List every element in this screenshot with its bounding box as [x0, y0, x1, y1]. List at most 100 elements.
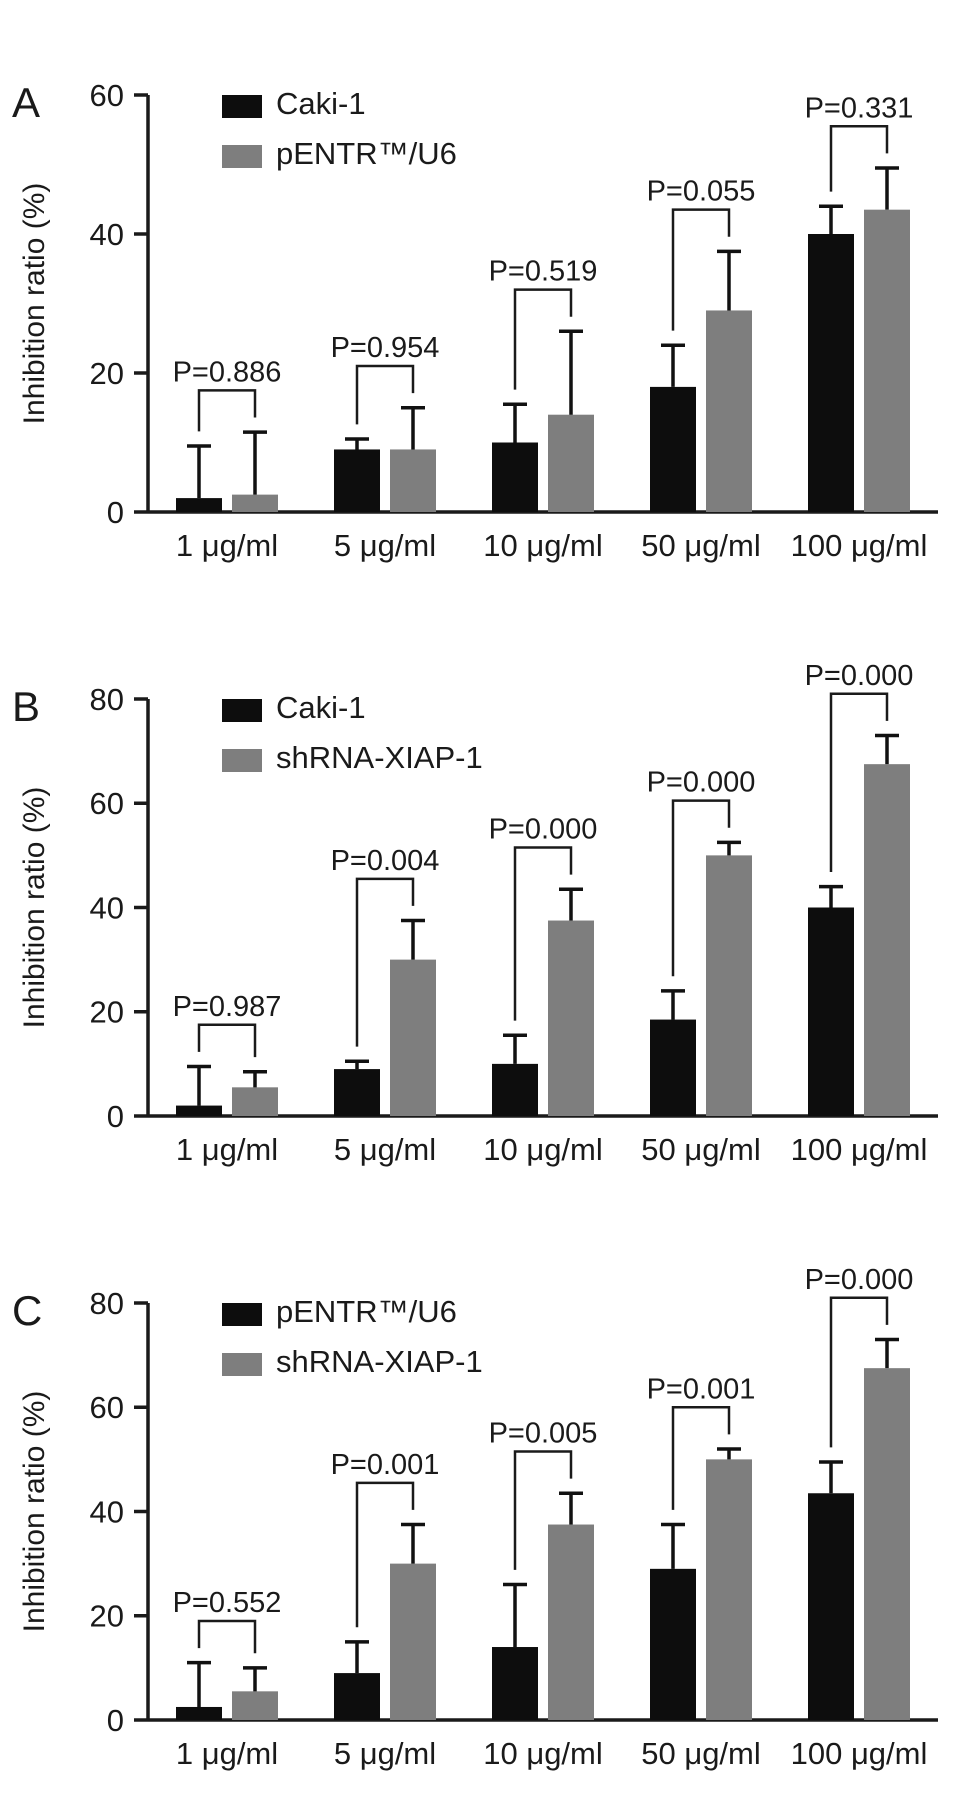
p-bracket	[355, 364, 415, 425]
p-bracket	[197, 1619, 257, 1654]
p-bracket	[829, 692, 889, 873]
p-value-label: P=0.000	[805, 1264, 914, 1296]
error-bar	[187, 1064, 211, 1106]
p-value-label: P=0.001	[331, 1449, 440, 1481]
error-bar	[503, 1582, 527, 1648]
error-bar	[345, 1640, 369, 1674]
p-value-label: P=0.954	[331, 332, 440, 364]
bar	[650, 1019, 696, 1116]
y-tick-label: 0	[107, 495, 124, 530]
y-tick-label: 20	[90, 1599, 124, 1634]
category-label: 50 μg/ml	[641, 528, 761, 563]
category-label: 100 μg/ml	[791, 1132, 928, 1167]
legend-label: Caki-1	[276, 86, 366, 121]
legend-label: shRNA-XIAP-1	[276, 740, 483, 775]
y-tick-label: 60	[90, 786, 124, 821]
bar	[390, 449, 436, 512]
chart-panel-b: B 0 20 40 60 80 Inhibition ratio (%) 1 μg/ml P=0…	[0, 604, 969, 1208]
p-value-label: P=0.005	[489, 1418, 598, 1450]
error-bar	[717, 249, 741, 311]
category-label: 1 μg/ml	[176, 1132, 278, 1167]
bar	[864, 209, 910, 513]
error-bar	[819, 1460, 843, 1494]
error-bar	[187, 1660, 211, 1707]
error-bar	[243, 430, 267, 495]
bar	[650, 1568, 696, 1720]
y-axis-title: Inhibition ratio (%)	[18, 787, 51, 1029]
error-bar	[503, 402, 527, 443]
legend-swatch	[222, 1353, 262, 1376]
legend-label: pENTR™/U6	[276, 136, 457, 171]
y-tick-label: 40	[90, 890, 124, 925]
y-tick-label: 60	[90, 78, 124, 113]
legend-label: shRNA-XIAP-1	[276, 1344, 483, 1379]
legend-swatch	[222, 1303, 262, 1326]
legend-swatch	[222, 145, 262, 168]
bar	[232, 494, 278, 512]
panel-letter: C	[12, 1287, 42, 1334]
error-bar	[875, 733, 899, 765]
error-bar	[401, 406, 425, 450]
bar	[808, 234, 854, 512]
error-bar	[661, 1522, 685, 1569]
bar	[176, 1105, 222, 1116]
bar	[650, 386, 696, 512]
bar	[706, 855, 752, 1116]
legend-label: pENTR™/U6	[276, 1294, 457, 1329]
bar	[176, 1706, 222, 1720]
error-bar	[661, 343, 685, 387]
category-label: 5 μg/ml	[334, 1736, 436, 1771]
bar	[390, 959, 436, 1116]
legend-swatch	[222, 95, 262, 118]
error-bar	[503, 1033, 527, 1064]
p-bracket	[513, 846, 573, 1021]
error-bar	[345, 1059, 369, 1070]
bar	[232, 1691, 278, 1720]
p-bracket	[513, 288, 573, 390]
category-label: 10 μg/ml	[483, 528, 603, 563]
category-label: 100 μg/ml	[791, 1736, 928, 1771]
y-axis-title: Inhibition ratio (%)	[18, 1391, 51, 1633]
bar	[492, 1647, 538, 1720]
panel-letter: B	[12, 683, 40, 730]
p-bracket	[671, 1406, 731, 1510]
bar	[864, 1368, 910, 1720]
y-tick-label: 40	[90, 217, 124, 252]
y-tick-label: 20	[90, 356, 124, 391]
p-value-label: P=0.055	[647, 176, 756, 208]
bar	[548, 920, 594, 1116]
y-tick-label: 0	[107, 1703, 124, 1738]
p-bracket	[355, 1481, 415, 1628]
p-bracket	[671, 799, 731, 977]
error-bar	[559, 1491, 583, 1525]
bar	[492, 1063, 538, 1116]
bar	[390, 1563, 436, 1720]
legend-swatch	[222, 699, 262, 722]
category-label: 50 μg/ml	[641, 1736, 761, 1771]
bar	[706, 310, 752, 512]
category-label: 10 μg/ml	[483, 1736, 603, 1771]
bar	[492, 442, 538, 512]
y-tick-label: 80	[90, 682, 124, 717]
p-value-label: P=0.001	[647, 1373, 756, 1405]
category-label: 5 μg/ml	[334, 528, 436, 563]
error-bar	[401, 918, 425, 960]
chart-panel-a: A 0 20 40 60 Inhibition ratio (%) 1 μg/ml P=0.8…	[0, 0, 969, 604]
legend-label: Caki-1	[276, 690, 366, 725]
p-value-label: P=0.000	[489, 814, 598, 846]
p-bracket	[355, 877, 415, 1047]
error-bar	[661, 989, 685, 1020]
error-bar	[819, 204, 843, 234]
bar	[176, 498, 222, 512]
category-label: 5 μg/ml	[334, 1132, 436, 1167]
p-value-label: P=0.987	[173, 991, 282, 1023]
p-value-label: P=0.000	[647, 767, 756, 799]
p-value-label: P=0.004	[331, 845, 440, 877]
y-tick-label: 40	[90, 1494, 124, 1529]
category-label: 10 μg/ml	[483, 1132, 603, 1167]
p-value-label: P=0.331	[805, 92, 914, 124]
error-bar	[875, 1337, 899, 1369]
y-tick-label: 20	[90, 995, 124, 1030]
p-bracket	[829, 1296, 889, 1448]
